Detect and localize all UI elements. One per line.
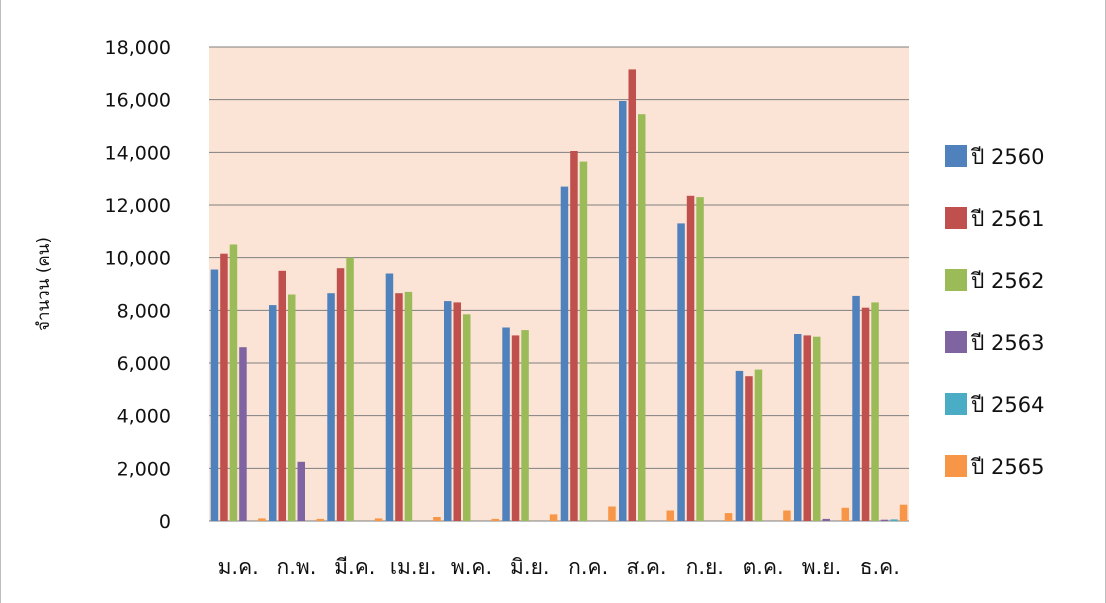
bars [210, 69, 908, 522]
bar [463, 314, 471, 521]
bar [686, 195, 695, 522]
x-category-label: พ.ย. [802, 555, 842, 579]
bar [890, 519, 898, 521]
bar [395, 293, 403, 521]
bar [794, 334, 802, 521]
bar [677, 223, 685, 521]
bar [278, 270, 286, 521]
bar [491, 518, 499, 521]
bar [745, 376, 753, 521]
bar [210, 269, 219, 521]
bar [220, 253, 228, 521]
y-tick-label: 18,000 [105, 37, 171, 59]
legend-label: ปี 2560 [970, 145, 1044, 169]
bar [696, 197, 704, 521]
bar [724, 513, 733, 521]
bar [288, 294, 296, 521]
bar [433, 517, 441, 521]
bar [549, 514, 558, 521]
bar [638, 114, 646, 521]
x-category-label: ต.ค. [743, 555, 784, 579]
bar [297, 461, 305, 522]
bar [374, 518, 383, 521]
legend-label: ปี 2565 [970, 455, 1044, 479]
y-tick-label: 10,000 [105, 248, 171, 270]
bar [327, 293, 335, 521]
bar [813, 336, 821, 521]
y-tick-label: 12,000 [105, 195, 171, 217]
legend-swatch [945, 207, 967, 229]
bar [239, 347, 247, 521]
bar [871, 302, 879, 521]
legend-swatch [945, 269, 967, 291]
y-tick-label: 2,000 [117, 458, 171, 480]
x-category-label: ก.ค. [568, 555, 608, 579]
legend-label: ปี 2561 [970, 207, 1044, 231]
bar [735, 370, 744, 521]
bar [444, 301, 452, 521]
bar [269, 305, 277, 521]
x-category-label: มิ.ย. [510, 555, 550, 579]
bar [608, 506, 616, 521]
bar [346, 257, 354, 521]
bar [899, 504, 908, 521]
x-category-label: ก.พ. [277, 555, 317, 579]
x-category-label: พ.ค. [451, 555, 492, 579]
legend: ปี 2560 ปี 2561 ปี 2562 ปี 2563 ปี 2564 ปี 25… [945, 145, 1044, 479]
x-axis-categories: ม.ค. ก.พ. มี.ค. เม.ย. พ.ค. มิ.ย. ก.ค. ส.ค. ก.ย. ต… [218, 555, 900, 579]
x-category-label: มี.ค. [334, 555, 375, 579]
y-axis-ticks: 0 2,000 4,000 6,000 8,000 10,000 12,000 14,000 1… [105, 37, 171, 533]
bar [511, 335, 520, 521]
x-category-label: เม.ย. [390, 555, 437, 579]
bar [521, 330, 529, 521]
bar [385, 273, 394, 521]
x-category-label: ส.ค. [626, 555, 666, 579]
bar [258, 518, 266, 521]
x-category-label: ธ.ค. [860, 555, 900, 579]
legend-swatch [945, 393, 967, 415]
gridlines [209, 46, 909, 522]
bar [570, 151, 578, 521]
plot-area [209, 47, 909, 521]
legend-swatch [945, 145, 967, 167]
legend-label: ปี 2562 [970, 269, 1044, 293]
bar [666, 510, 674, 521]
bar [822, 518, 830, 521]
legend-swatch [945, 455, 967, 477]
bar [502, 327, 510, 521]
y-axis-label: จำนวน (คน) [34, 237, 54, 331]
bar [229, 244, 238, 521]
bar [316, 518, 324, 521]
bar [453, 302, 461, 521]
legend-swatch [945, 331, 967, 353]
y-tick-label: 6,000 [117, 353, 171, 375]
bar [619, 101, 627, 521]
bar [783, 510, 791, 521]
y-tick-label: 16,000 [105, 90, 171, 112]
y-tick-label: 0 [159, 511, 171, 533]
legend-label: ปี 2564 [970, 393, 1044, 417]
bar [841, 507, 849, 521]
bar [861, 307, 870, 521]
bar [579, 161, 588, 521]
bar [404, 291, 413, 521]
y-tick-label: 8,000 [117, 300, 171, 322]
bar [628, 69, 636, 522]
bar [754, 369, 763, 521]
x-category-label: ม.ค. [218, 555, 259, 579]
y-tick-label: 14,000 [105, 142, 171, 164]
legend-label: ปี 2563 [970, 331, 1044, 355]
bar [560, 186, 569, 521]
bar [803, 335, 811, 521]
x-category-label: ก.ย. [686, 555, 724, 579]
bar [880, 519, 889, 521]
bar [336, 268, 345, 521]
bar [852, 295, 860, 521]
y-tick-label: 4,000 [117, 406, 171, 428]
